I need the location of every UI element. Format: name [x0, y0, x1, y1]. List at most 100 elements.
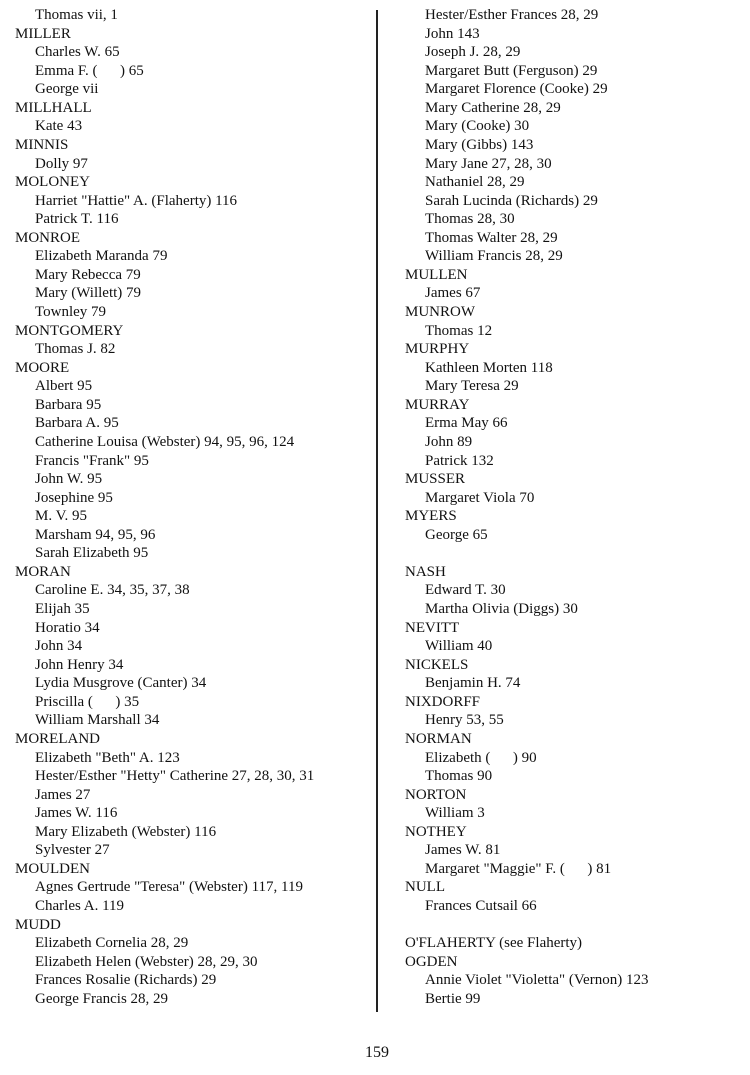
index-entry: William 3: [425, 805, 485, 822]
index-entry: Elizabeth Helen (Webster) 28, 29, 30: [35, 953, 258, 970]
index-entry: Hester/Esther Frances 28, 29: [425, 7, 599, 23]
index-entry: M. V. 95: [35, 508, 87, 525]
index-entry: James 27: [35, 786, 91, 803]
index-entry: James 67: [425, 285, 481, 302]
index-surname-heading: MORELAND: [15, 730, 100, 747]
index-surname-heading: MOULDEN: [15, 860, 90, 877]
index-surname-heading: MUDD: [15, 916, 61, 933]
index-surname-heading: MYERS: [405, 508, 457, 525]
index-entry: William Francis 28, 29: [425, 248, 563, 265]
index-entry: Kate 43: [35, 118, 83, 135]
index-surname-heading: MULLEN: [405, 266, 468, 283]
index-surname-heading: O'FLAHERTY (see Flaherty): [405, 935, 583, 952]
index-entry: Charles A. 119: [35, 898, 125, 914]
index-entry: Nathaniel 28, 29: [425, 174, 525, 191]
index-entry: Barbara A. 95: [35, 415, 119, 432]
index-entry: Caroline E. 34, 35, 37, 38: [35, 582, 190, 599]
index-entry: Elizabeth ( ) 90: [425, 749, 537, 766]
index-surname-heading: MURRAY: [405, 396, 470, 413]
index-entry: Margaret Viola 70: [425, 489, 535, 506]
index-entry: James W. 81: [425, 842, 501, 859]
index-entry: Erma May 66: [425, 415, 508, 432]
index-entry: Elijah 35: [35, 601, 90, 617]
index-entry: Elizabeth Maranda 79: [35, 248, 168, 265]
index-entry: William 40: [425, 638, 493, 655]
index-entry: Patrick 132: [425, 452, 494, 469]
index-entry: Albert 95: [35, 378, 93, 395]
index-spacer: [405, 916, 750, 935]
index-entry: Mary (Cooke) 30: [425, 118, 530, 135]
index-entry: Frances Rosalie (Richards) 29: [35, 972, 217, 989]
index-entry: Sarah Lucinda (Richards) 29: [425, 192, 598, 209]
index-surname-heading: MURPHY: [405, 341, 470, 358]
index-entry: Margaret Butt (Ferguson) 29: [425, 62, 598, 79]
index-entry: Mary (Gibbs) 143: [425, 136, 534, 153]
index-entry: Agnes Gertrude "Teresa" (Webster) 117, 1…: [35, 879, 303, 896]
index-entry: Frances Cutsail 66: [425, 898, 537, 914]
index-entry: George Francis 28, 29: [35, 990, 169, 1007]
index-entry: William Marshall 34: [35, 712, 160, 729]
index-entry: John W. 95: [35, 471, 103, 488]
index-surname-heading: MOORE: [15, 359, 70, 376]
index-entry: Catherine Louisa (Webster) 94, 95, 96, 1…: [35, 433, 295, 450]
index-surname-heading: MONTGOMERY: [15, 322, 124, 339]
index-entry: Bertie 99: [425, 990, 481, 1007]
index-surname-heading: NASH: [405, 563, 446, 580]
index-entry: Francis "Frank" 95: [35, 452, 149, 469]
index-surname-heading: MONROE: [15, 229, 81, 246]
index-entry: Emma F. ( ) 65: [35, 62, 144, 79]
index-surname-heading: OGDEN: [405, 953, 458, 970]
index-entry: Dolly 97: [35, 155, 88, 172]
index-entry: George vii: [35, 81, 99, 98]
index-entry: Henry 53, 55: [425, 712, 504, 729]
index-entry: George 65: [425, 526, 488, 543]
index-entry: Mary Teresa 29: [425, 378, 519, 395]
index-entry: Mary Catherine 28, 29: [425, 99, 561, 116]
index-entry: Margaret "Maggie" F. ( ) 81: [425, 860, 612, 877]
index-entry: Marsham 94, 95, 96: [35, 526, 156, 543]
index-entry: Mary Jane 27, 28, 30: [425, 155, 552, 172]
index-entry: Elizabeth Cornelia 28, 29: [35, 935, 189, 952]
index-entry: Sylvester 27: [35, 842, 110, 859]
index-entry: John 34: [35, 638, 83, 655]
index-entry: Hester/Esther "Hetty" Catherine 27, 28, …: [35, 768, 315, 785]
index-column-right: Hester/Esther Frances 28, 29 John 143 Jose…: [405, 6, 750, 1008]
index-entry: Mary Rebecca 79: [35, 266, 141, 283]
index-surname-heading: NEVITT: [405, 619, 460, 636]
index-surname-heading: MILLHALL: [15, 99, 92, 116]
index-surname-heading: MILLER: [15, 25, 71, 42]
index-surname-heading: NIXDORFF: [405, 693, 481, 710]
index-surname-heading: MUSSER: [405, 471, 466, 488]
index-entry: Thomas 28, 30: [425, 211, 515, 228]
index-entry: James W. 116: [35, 805, 118, 822]
index-entry: Josephine 95: [35, 489, 113, 506]
index-entry: Barbara 95: [35, 396, 102, 413]
index-entry: Thomas 90: [425, 768, 493, 785]
index-entry: Mary (Willett) 79: [35, 285, 142, 302]
index-entry: Thomas vii, 1: [35, 7, 118, 23]
index-entry: Horatio 34: [35, 619, 100, 636]
index-entry: Lydia Musgrove (Canter) 34: [35, 675, 207, 692]
index-entry: Elizabeth "Beth" A. 123: [35, 749, 180, 766]
index-entry: Martha Olivia (Diggs) 30: [425, 601, 578, 617]
index-column-left: Thomas vii, 1 MILLER Charles W. 65 Emma F. …: [15, 6, 375, 1008]
index-entry: Priscilla ( ) 35: [35, 693, 140, 710]
index-surname-heading: NOTHEY: [405, 823, 467, 840]
index-entry: Townley 79: [35, 304, 107, 320]
index-entry: Patrick T. 116: [35, 211, 119, 228]
index-surname-heading: MORAN: [15, 563, 71, 580]
index-entry: Margaret Florence (Cooke) 29: [425, 81, 608, 98]
index-entry: Joseph J. 28, 29: [425, 44, 521, 61]
column-divider: [376, 10, 378, 1012]
index-entry: Edward T. 30: [425, 582, 506, 599]
index-spacer: [405, 544, 750, 563]
index-entry: Kathleen Morten 118: [425, 359, 553, 376]
index-surname-heading: NORTON: [405, 786, 467, 803]
index-entry: Charles W. 65: [35, 44, 120, 61]
page-number: 159: [365, 1044, 389, 1061]
index-surname-heading: MUNROW: [405, 304, 475, 320]
index-surname-heading: NICKELS: [405, 656, 469, 673]
index-surname-heading: MINNIS: [15, 136, 69, 153]
index-entry: Mary Elizabeth (Webster) 116: [35, 823, 217, 840]
index-surname-heading: NORMAN: [405, 730, 472, 747]
